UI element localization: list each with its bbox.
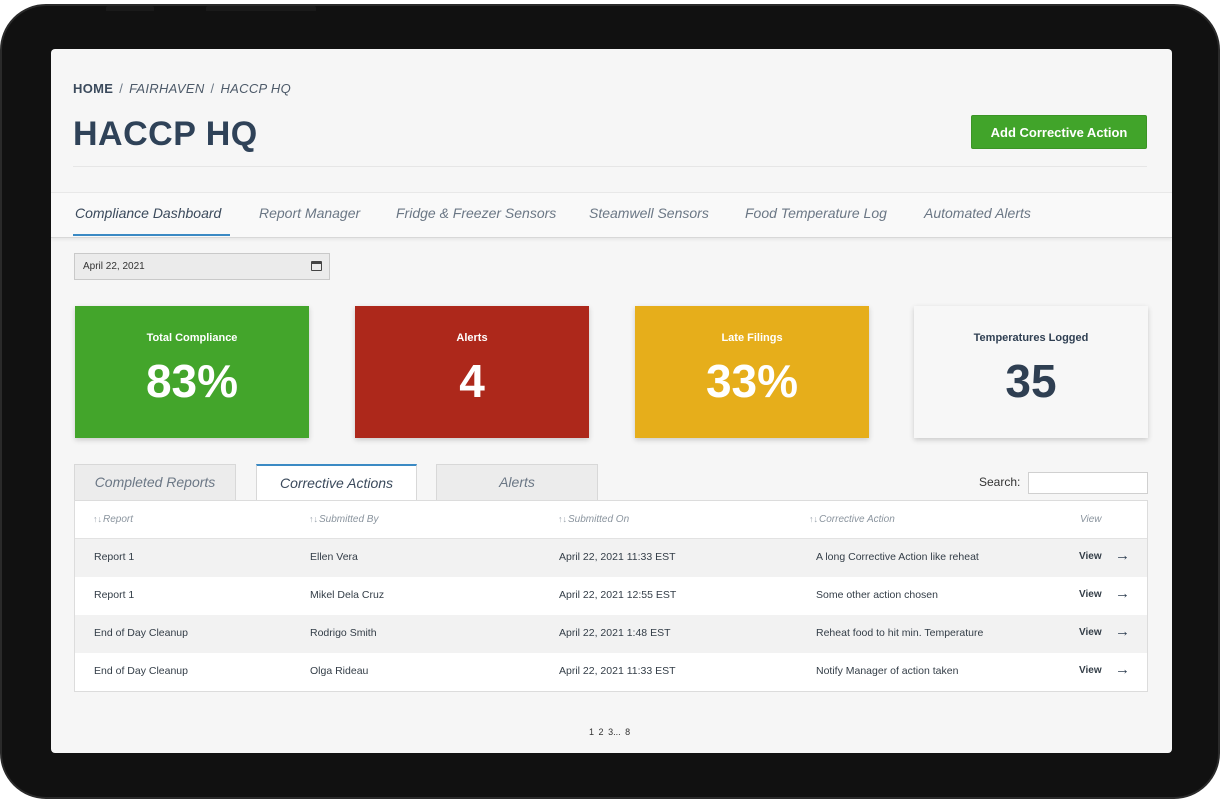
- view-link[interactable]: View: [1079, 551, 1102, 562]
- card-value: 83%: [145, 355, 239, 407]
- breadcrumb: HOME / FAIRHAVEN / HACCP HQ: [73, 81, 291, 96]
- sort-icon: ↑↓: [93, 514, 102, 524]
- breadcrumb-separator: /: [119, 81, 124, 96]
- tablet-frame: HOME / FAIRHAVEN / HACCP HQ HACCP HQ Add Cor…: [0, 4, 1220, 799]
- sort-icon: ↑↓: [309, 514, 318, 524]
- app-screen: HOME / FAIRHAVEN / HACCP HQ HACCP HQ Add Cor…: [51, 49, 1172, 753]
- corrective-actions-table: ↑↓Report ↑↓Submitted By ↑↓Submitted On ↑…: [74, 500, 1148, 692]
- card-label: Total Compliance: [146, 332, 238, 344]
- arrow-right-icon[interactable]: →: [1115, 547, 1130, 564]
- total-compliance-card: Total Compliance 83%: [75, 306, 309, 438]
- tab-compliance-dashboard[interactable]: Compliance Dashboard: [75, 205, 222, 221]
- subtab-alerts[interactable]: Alerts: [436, 464, 598, 500]
- date-value: April 22, 2021: [83, 261, 145, 272]
- subtab-corrective-actions[interactable]: Corrective Actions: [256, 464, 417, 501]
- card-label: Alerts: [456, 332, 488, 344]
- table-row[interactable]: End of Day Cleanup Rodrigo Smith April 2…: [75, 615, 1147, 653]
- cell-report: Report 1: [94, 551, 135, 563]
- breadcrumb-haccp-hq: HACCP HQ: [220, 81, 292, 96]
- calendar-icon[interactable]: [311, 261, 322, 271]
- table-row[interactable]: End of Day Cleanup Olga Rideau April 22,…: [75, 653, 1147, 691]
- card-value: 33%: [705, 355, 799, 407]
- search-input[interactable]: [1028, 472, 1148, 494]
- tab-automated-alerts[interactable]: Automated Alerts: [924, 205, 1031, 221]
- view-link[interactable]: View: [1079, 589, 1102, 600]
- table-row[interactable]: Report 1 Ellen Vera April 22, 2021 11:33…: [75, 539, 1147, 577]
- cell-submitted-by: Ellen Vera: [310, 551, 358, 563]
- cell-submitted-on: April 22, 2021 12:55 EST: [559, 589, 677, 601]
- arrow-right-icon[interactable]: →: [1115, 661, 1130, 678]
- breadcrumb-fairhaven[interactable]: FAIRHAVEN: [129, 81, 205, 96]
- cell-submitted-on: April 22, 2021 11:33 EST: [559, 551, 676, 563]
- card-label: Late Filings: [721, 332, 783, 344]
- cell-corrective-action: Reheat food to hit min. Temperature: [816, 627, 984, 639]
- tab-food-temperature-log[interactable]: Food Temperature Log: [745, 205, 887, 221]
- sort-icon: ↑↓: [558, 514, 567, 524]
- column-header-report[interactable]: ↑↓Report: [93, 514, 134, 525]
- cell-corrective-action: Notify Manager of action taken: [816, 665, 959, 677]
- cell-report: Report 1: [94, 589, 135, 601]
- active-tab-indicator: [73, 234, 230, 236]
- subtab-completed-reports[interactable]: Completed Reports: [74, 464, 236, 500]
- cell-report: End of Day Cleanup: [94, 627, 188, 639]
- card-label: Temperatures Logged: [973, 332, 1089, 344]
- card-value: 35: [1005, 355, 1057, 407]
- temperatures-logged-card: Temperatures Logged 35: [914, 306, 1148, 438]
- cell-submitted-by: Olga Rideau: [310, 665, 369, 677]
- sort-icon: ↑↓: [809, 514, 818, 524]
- table-header: ↑↓Report ↑↓Submitted By ↑↓Submitted On ↑…: [75, 501, 1147, 539]
- cell-corrective-action: A long Corrective Action like reheat: [816, 551, 979, 563]
- breadcrumb-home[interactable]: HOME: [73, 81, 114, 96]
- divider: [73, 166, 1147, 167]
- arrow-right-icon[interactable]: →: [1115, 585, 1130, 602]
- late-filings-card: Late Filings 33%: [635, 306, 869, 438]
- cell-submitted-by: Mikel Dela Cruz: [310, 589, 385, 601]
- page-3-link[interactable]: 3...: [608, 727, 621, 737]
- device-button: [106, 6, 154, 11]
- pagination: 1 2 3... 8: [589, 727, 632, 737]
- date-picker-input[interactable]: April 22, 2021: [74, 253, 330, 280]
- column-header-submitted-on[interactable]: ↑↓Submitted On: [558, 514, 630, 525]
- cell-corrective-action: Some other action chosen: [816, 589, 938, 601]
- column-header-submitted-by[interactable]: ↑↓Submitted By: [309, 514, 379, 525]
- tab-fridge-freezer-sensors[interactable]: Fridge & Freezer Sensors: [396, 205, 557, 221]
- tab-steamwell-sensors[interactable]: Steamwell Sensors: [589, 205, 709, 221]
- cell-report: End of Day Cleanup: [94, 665, 188, 677]
- column-header-view: View: [1080, 514, 1102, 525]
- view-link[interactable]: View: [1079, 665, 1102, 676]
- device-button: [206, 6, 316, 11]
- page-8-link[interactable]: 8: [625, 727, 631, 737]
- arrow-right-icon[interactable]: →: [1115, 623, 1130, 640]
- alerts-card: Alerts 4: [355, 306, 589, 438]
- view-link[interactable]: View: [1079, 627, 1102, 638]
- cell-submitted-on: April 22, 2021 1:48 EST: [559, 627, 671, 639]
- cell-submitted-on: April 22, 2021 11:33 EST: [559, 665, 676, 677]
- table-row[interactable]: Report 1 Mikel Dela Cruz April 22, 2021 …: [75, 577, 1147, 615]
- add-corrective-action-button[interactable]: Add Corrective Action: [971, 115, 1147, 149]
- card-value: 4: [459, 355, 485, 407]
- breadcrumb-separator: /: [210, 81, 215, 96]
- cell-submitted-by: Rodrigo Smith: [310, 627, 377, 639]
- page-title: HACCP HQ: [73, 115, 258, 153]
- search-label: Search:: [979, 475, 1021, 489]
- page-2-link[interactable]: 2: [598, 727, 604, 737]
- column-header-corrective-action[interactable]: ↑↓Corrective Action: [809, 514, 895, 525]
- tab-report-manager[interactable]: Report Manager: [259, 205, 361, 221]
- page-1-link[interactable]: 1: [589, 727, 595, 737]
- main-tabs: Compliance Dashboard Report Manager Frid…: [51, 192, 1172, 238]
